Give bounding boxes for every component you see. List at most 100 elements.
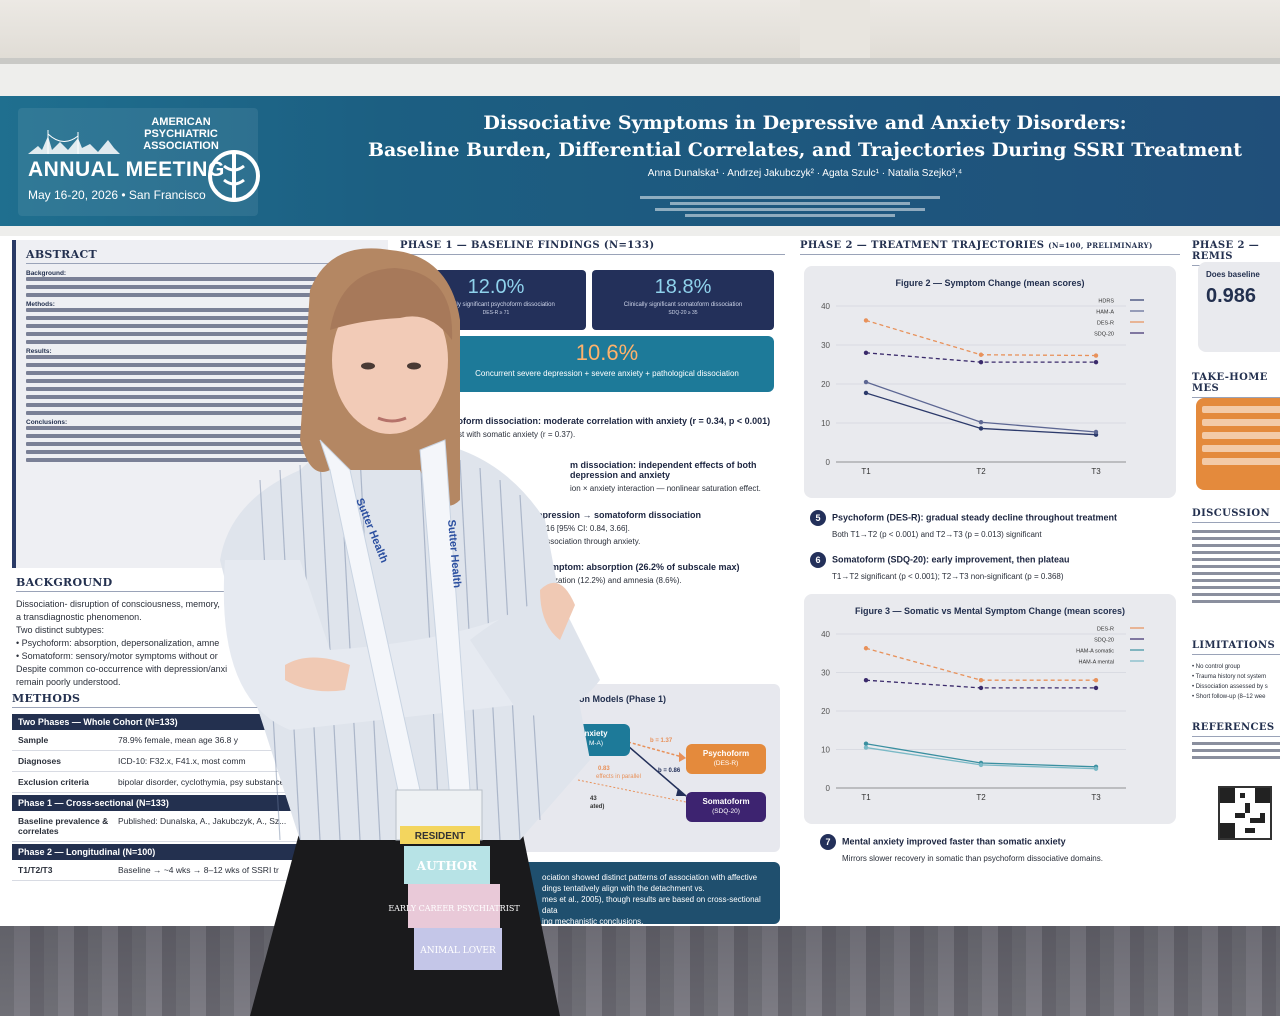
background-section: BACKGROUND Dissociation- disruption of c… (12, 576, 388, 687)
research-poster: AMERICAN PSYCHIATRIC ASSOCIATION ANNUAL … (0, 78, 1280, 928)
background-text: remain poorly understood. (16, 677, 121, 687)
stat-card-psychoform: 12.0% Clinically significant psychoform … (406, 270, 586, 330)
figure-2-title: Figure 2 — Symptom Change (mean scores) (895, 278, 1085, 288)
methods-section: METHODS Two Phases — Whole Cohort (N=133… (12, 692, 388, 922)
background-text: • Somatoform: sensory/motor symptoms wit… (16, 651, 218, 661)
legend-label: HAM-A (1096, 310, 1114, 316)
data-point-SDQ-20 (863, 678, 869, 683)
stat-card-concurrent: 10.6% Concurrent severe depression + sev… (440, 336, 774, 392)
data-point-DES-R (978, 352, 984, 357)
mediation-arrows (577, 741, 687, 803)
title-line-2: Baseline Burden, Differential Correlates… (367, 139, 1243, 161)
data-point-DES-R (863, 646, 869, 651)
methods-phase-bar: Two Phases — Whole Cohort (N=133) (12, 714, 388, 730)
finding-1: Somatoform dissociation: moderate correl… (430, 416, 771, 439)
data-point-SDQ-20 (863, 350, 869, 355)
figure-3-chart: 0 10 20 30 40 T1 T2 T3 DES-R SDQ-20 HAM-A somatic H… (821, 627, 1144, 802)
data-point-HAM-A mental (863, 745, 869, 750)
y-tick-label: 0 (826, 784, 831, 793)
series-line-HAM-A (865, 381, 1097, 433)
poster-content: ABSTRACT Background: Methods: Results: C… (0, 236, 1280, 926)
data-point-DES-R (1093, 678, 1099, 683)
background-text: Dissociation- disruption of consciousnes… (16, 599, 220, 609)
legend-label: HAM-A mental (1079, 660, 1114, 666)
finding-6: 6 Somatoform (SDQ-20): early improvement,… (810, 552, 1180, 581)
methods-row: Diagnoses ICD-10: F32.x, F41.x, most comm (12, 751, 388, 772)
phase1-conclusion-box: ociation showed distinct patterns of ass… (518, 862, 780, 926)
node-anxiety: nxiety M-A) (562, 724, 630, 756)
affiliations (640, 196, 940, 222)
edge-label: effects in parallel (596, 774, 641, 780)
phase1-heading: PHASE 1 — BASELINE FINDINGS (N=133) (400, 240, 785, 255)
legend-label: DES-R (1097, 627, 1114, 633)
data-point-SDQ-20 (978, 359, 984, 365)
methods-row: Baseline prevalence & correlates Publishe… (12, 811, 388, 842)
apa-emblem-icon (208, 150, 260, 202)
legend-label: SDQ-20 (1094, 332, 1114, 338)
y-tick-label: 20 (821, 380, 830, 389)
y-tick-label: 40 (821, 302, 830, 311)
legend-label: HAM-A somatic (1076, 649, 1114, 655)
data-point-HAM-A mental (978, 762, 984, 768)
y-tick-label: 20 (821, 707, 830, 716)
y-tick-label: 30 (821, 341, 830, 350)
legend-label: SDQ-20 (1094, 638, 1114, 644)
meeting-dates: May 16-20, 2026 • San Francisco (28, 188, 206, 202)
remission-stat: Does baseline 0.986 (1198, 262, 1280, 352)
mediation-models-diagram: iation Models (Phase 1) nxiety M-A) Psych… (518, 684, 780, 852)
abstract-methods-label: Methods: (26, 301, 55, 308)
x-tick-label: T2 (976, 793, 986, 802)
y-tick-label: 30 (821, 669, 830, 678)
abstract-section: ABSTRACT Background: Methods: Results: C… (12, 240, 388, 568)
finding-7: 7 Mental anxiety improved faster than som… (820, 834, 1190, 863)
x-tick-label: T3 (1091, 467, 1101, 476)
data-point-HDRS (863, 390, 869, 396)
limitations-heading: LIMITATIONS (1192, 640, 1280, 655)
y-tick-label: 10 (821, 419, 830, 428)
background-text: Two distinct subtypes: (16, 625, 105, 635)
node-somatoform: Somatoform (SDQ-20) (686, 792, 766, 822)
background-text: Despite common co-occurrence with depres… (16, 664, 228, 674)
apa-logo: AMERICAN PSYCHIATRIC ASSOCIATION ANNUAL … (18, 108, 260, 216)
abstract-conclusions-label: Conclusions: (26, 419, 68, 426)
y-tick-label: 10 (821, 746, 830, 755)
data-point-HAM-A (978, 420, 984, 425)
edge-label: b = 0.86 (658, 768, 681, 774)
data-point-HAM-A somatic (863, 741, 869, 746)
edge-label: ated) (590, 804, 605, 810)
apa-org-name: AMERICAN PSYCHIATRIC ASSOCIATION (143, 116, 219, 152)
x-tick-label: T3 (1091, 793, 1101, 802)
series-line-DES-R (865, 647, 1096, 681)
x-tick-label: T2 (976, 467, 986, 476)
figure-2-chart: 0 10 20 30 40 T1 T2 T3 HDRS HAM-A DES-R SDQ-20 (821, 299, 1144, 476)
qr-code-icon (1218, 786, 1272, 840)
y-tick-label: 0 (826, 458, 831, 467)
title-line-1: Dissociative Symptoms in Depressive and … (483, 112, 1127, 134)
data-point-SDQ-20 (1093, 685, 1099, 691)
references-heading: REFERENCES (1192, 722, 1280, 737)
finding-2: m dissociation: independent effects of b… (570, 460, 761, 493)
methods-row: Sample 78.9% female, mean age 36.8 y (12, 730, 388, 751)
data-point-SDQ-20 (1093, 359, 1099, 365)
abstract-heading: ABSTRACT (26, 248, 378, 264)
phase2-section: PHASE 2 — TREATMENT TRAJECTORIES (N=100,… (800, 240, 1180, 920)
discussion-heading: DISCUSSION (1192, 508, 1280, 523)
figure-2: Figure 2 — Symptom Change (mean scores) … (804, 266, 1176, 498)
legend-label: DES-R (1097, 321, 1114, 327)
edge-label: b = 1.37 (650, 738, 673, 744)
finding-4: ymptom: absorption (26.2% of subscale ma… (546, 562, 740, 585)
edge-label: 0.83 (598, 766, 610, 772)
x-tick-label: T1 (861, 467, 871, 476)
data-point-SDQ-20 (978, 685, 984, 691)
right-column: PHASE 2 — REMIS Does baseline 0.986 TAKE… (1192, 240, 1280, 920)
background-text: a transdiagnostic phenomenon. (16, 612, 142, 622)
x-tick-label: T1 (861, 793, 871, 802)
background-text: • Psychoform: absorption, depersonalizat… (16, 638, 220, 648)
stat-card-somatoform: 18.8% Clinically significant somatoform … (592, 270, 774, 330)
abstract-text (26, 277, 378, 297)
finding-5: 5 Psychoform (DES-R): gradual steady decl… (810, 510, 1180, 539)
abstract-background-label: Background: (26, 270, 67, 277)
edge-label: 43 (590, 796, 597, 802)
figure-3-title: Figure 3 — Somatic vs Mental Symptom Cha… (854, 606, 1126, 616)
data-point-DES-R (978, 678, 984, 683)
